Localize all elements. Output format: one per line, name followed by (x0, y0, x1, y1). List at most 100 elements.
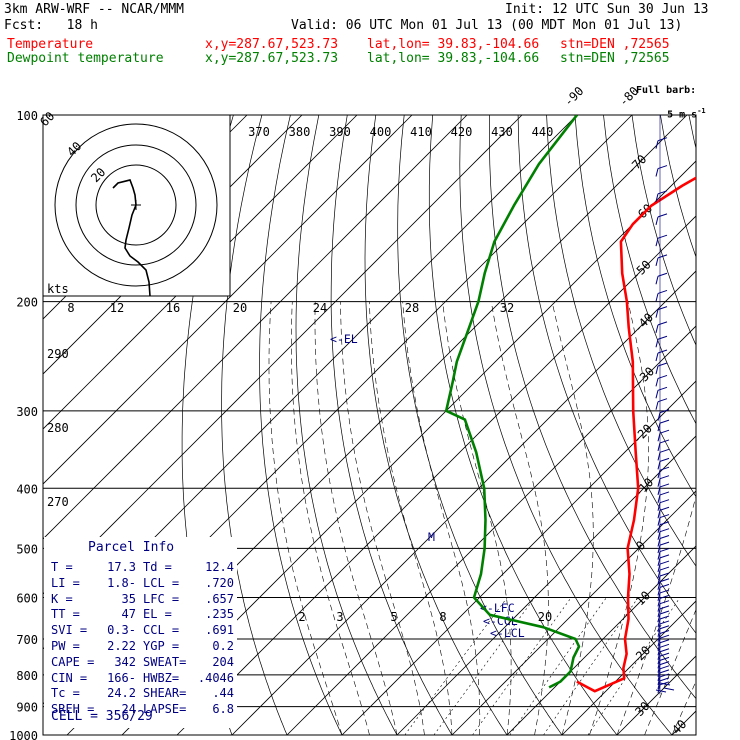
wind-barb (657, 557, 661, 567)
moist-adiabat-line (442, 301, 512, 735)
theta-label: 440 (532, 125, 554, 139)
wind-barb (657, 486, 661, 496)
wind-barb-flag (659, 548, 670, 553)
lcl-marker: <-LCL (490, 626, 525, 640)
wind-barb (657, 461, 661, 470)
wind-barb-flag (659, 491, 670, 496)
forecast-hour: Fcst: 18 h (4, 18, 98, 33)
wind-barb-flag (657, 349, 668, 354)
wind-barb (657, 664, 661, 673)
wind-barb (655, 401, 659, 410)
wind-barb-flag (657, 321, 668, 326)
wind-barb-flag (659, 457, 670, 462)
temperature-station: stn=DEN ,72565 (560, 37, 670, 52)
wind-barb (657, 531, 661, 540)
wind-barb-flag (659, 475, 670, 480)
wind-barb-flag (659, 681, 670, 686)
wind-barb-flag (657, 306, 668, 311)
dry-adiabat-line (517, 115, 696, 634)
wind-barb (657, 510, 661, 519)
wind-barb-flag (659, 625, 670, 630)
wind-barb-flag (657, 213, 668, 218)
dewpoint-profile (444, 115, 581, 689)
mixing-ratio-label: 2 (298, 610, 305, 624)
pressure-tick-label: 500 (16, 542, 38, 556)
temperature-latlon: lat,lon= 39.83,-104.66 (367, 37, 540, 52)
theta-label: 380 (289, 125, 311, 139)
wind-barb-flag (659, 634, 670, 639)
wind-barb-flag (659, 409, 670, 414)
wind-barb (655, 293, 659, 302)
wind-barb (657, 642, 661, 651)
isotherm-line (616, 655, 696, 735)
moist-adiabat-line (616, 494, 696, 735)
wind-barb-flag (657, 386, 668, 391)
isotherm-label: 10 (633, 588, 653, 608)
parcel-info-box (44, 537, 237, 728)
wind-barb (657, 676, 661, 686)
wind-barb (657, 563, 661, 573)
lfc-marker: <-LFC (480, 601, 515, 615)
wind-barb-flag (657, 137, 668, 142)
wind-barb (655, 276, 659, 285)
pressure-tick-label: 100 (16, 109, 38, 123)
parcel-info-cell: HWBZ= (143, 670, 180, 685)
barb-speed-label: 5 m s-1 (643, 95, 706, 131)
dry-adiabat-line (428, 115, 618, 735)
wind-barb (655, 365, 659, 375)
model-title: 3km ARW-WRF -- NCAR/MMM (4, 2, 185, 17)
wind-barb-flag (657, 398, 668, 403)
dry-adiabat-line (364, 115, 508, 735)
wind-barb-flag (659, 541, 670, 546)
isotherm-line (396, 435, 696, 735)
mixing-ratio-line (433, 597, 536, 735)
wind-barb-flag (659, 605, 670, 610)
parcel-info-cell: K = (51, 591, 73, 606)
wind-barb (655, 390, 659, 399)
wind-barb (657, 618, 661, 628)
temperature-xy: x,y=287.67,523.73 (205, 37, 339, 52)
wind-barb-flag (659, 566, 670, 571)
dry-adiabat-line (717, 115, 740, 735)
hodograph-trace (112, 179, 151, 296)
pressure-tick-label: 400 (16, 482, 38, 496)
wind-barb (657, 598, 661, 607)
dewpoint-station: stn=DEN ,72565 (560, 51, 670, 66)
mixing-ratio-label: 3 (336, 610, 343, 624)
mixing-ratio-line (509, 597, 607, 735)
temperature-legend: Temperature (7, 37, 94, 52)
parcel-info-cell: YGP = (143, 639, 180, 653)
moist-adiabat-line (314, 301, 398, 735)
wind-barb (657, 422, 661, 432)
dewpoint-legend: Dewpoint temperature (7, 51, 164, 66)
parcel-info-cell: PW = (51, 639, 80, 653)
wind-barb (657, 613, 661, 623)
wind-barb-flag (659, 610, 670, 615)
wind-barb-flag (659, 560, 670, 565)
moist-adiabat-line (644, 608, 696, 735)
wind-barb (657, 651, 661, 660)
wind-barb-flag (659, 589, 670, 594)
init-time: Init: 12 UTC Sun 30 Jun 13 (505, 2, 709, 17)
wind-barb-flag (659, 429, 670, 434)
dry-adiabat-line (603, 115, 696, 425)
wind-barb-flag (659, 656, 670, 661)
inset-temp-label: 16 (166, 301, 180, 315)
wind-barb (655, 378, 659, 387)
wind-barb (657, 592, 661, 602)
theta-label: 420 (451, 125, 473, 139)
wind-barb (657, 502, 661, 511)
theta-left-label: 280 (47, 421, 69, 435)
wind-barb (655, 216, 659, 226)
isotherm-label: -30 (632, 364, 657, 389)
wind-barb (657, 569, 661, 579)
pressure-tick-label: 700 (16, 633, 38, 647)
isotherm-line (727, 115, 740, 735)
wind-barb-flag (659, 648, 670, 653)
inset-temp-label: 12 (110, 301, 124, 315)
temperature-profile (576, 176, 696, 693)
wind-barb-flag (659, 615, 670, 620)
wind-barb (657, 524, 661, 533)
